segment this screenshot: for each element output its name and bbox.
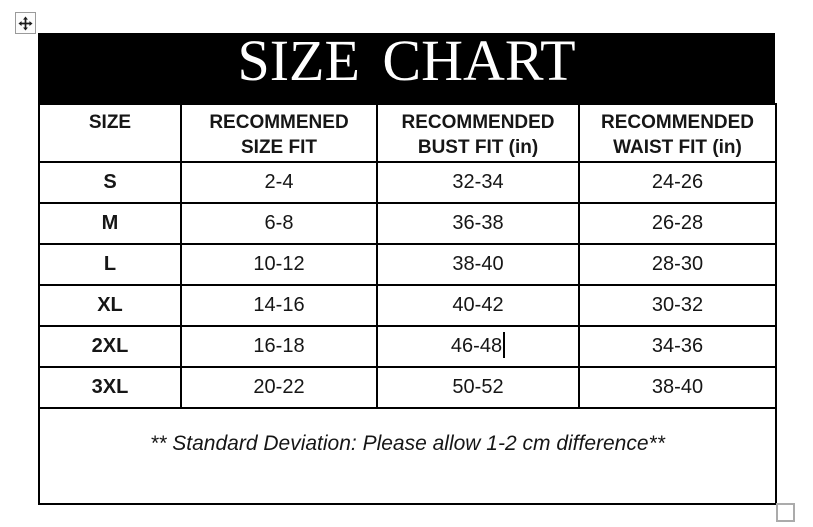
fit-cell[interactable]: 14-16 [180, 284, 378, 327]
bust-cell-text: 46-48 [450, 334, 503, 357]
waist-cell[interactable]: 24-26 [578, 161, 777, 204]
table-row: 3XL 20-22 50-52 38-40 [38, 366, 777, 409]
bust-cell[interactable]: 36-38 [376, 202, 580, 245]
table-row: M 6-8 36-38 26-28 [38, 202, 777, 245]
table-move-handle[interactable] [15, 12, 36, 34]
header-cell-size[interactable]: SIZE [38, 103, 182, 163]
bust-cell[interactable]: 50-52 [376, 366, 580, 409]
size-chart-table: SIZE CHART SIZE RECOMMENED SIZE FIT RECO… [38, 28, 777, 505]
size-cell[interactable]: L [38, 243, 182, 286]
move-icon [18, 15, 33, 31]
note-cell[interactable]: ** Standard Deviation: Please allow 1-2 … [38, 407, 777, 505]
waist-cell[interactable]: 34-36 [578, 325, 777, 368]
fit-cell[interactable]: 16-18 [180, 325, 378, 368]
size-chart-grid: SIZE RECOMMENED SIZE FIT RECOMMENDED BUS… [38, 103, 777, 505]
fit-cell[interactable]: 2-4 [180, 161, 378, 204]
fit-cell[interactable]: 10-12 [180, 243, 378, 286]
waist-cell[interactable]: 26-28 [578, 202, 777, 245]
note-row: ** Standard Deviation: Please allow 1-2 … [38, 407, 777, 505]
size-cell[interactable]: 3XL [38, 366, 182, 409]
waist-cell[interactable]: 28-30 [578, 243, 777, 286]
bust-cell[interactable]: 40-42 [376, 284, 580, 327]
size-cell[interactable]: M [38, 202, 182, 245]
header-cell-bust[interactable]: RECOMMENDED BUST FIT (in) [376, 103, 580, 163]
header-row: SIZE RECOMMENED SIZE FIT RECOMMENDED BUS… [38, 103, 777, 163]
table-row: 2XL 16-18 46-48 34-36 [38, 325, 777, 368]
table-row: L 10-12 38-40 28-30 [38, 243, 777, 286]
header-cell-waist[interactable]: RECOMMENDED WAIST FIT (in) [578, 103, 777, 163]
fit-cell[interactable]: 20-22 [180, 366, 378, 409]
size-cell[interactable]: XL [38, 284, 182, 327]
table-resize-handle[interactable] [776, 503, 795, 522]
bust-cell-active[interactable]: 46-48 [376, 325, 580, 368]
waist-cell[interactable]: 30-32 [578, 284, 777, 327]
size-cell[interactable]: S [38, 161, 182, 204]
header-cell-fit[interactable]: RECOMMENED SIZE FIT [180, 103, 378, 163]
table-row: XL 14-16 40-42 30-32 [38, 284, 777, 327]
text-caret [503, 332, 506, 359]
bust-cell[interactable]: 32-34 [376, 161, 580, 204]
table-title[interactable]: SIZE CHART [38, 28, 775, 103]
bust-cell[interactable]: 38-40 [376, 243, 580, 286]
fit-cell[interactable]: 6-8 [180, 202, 378, 245]
waist-cell[interactable]: 38-40 [578, 366, 777, 409]
table-row: S 2-4 32-34 24-26 [38, 161, 777, 204]
size-cell[interactable]: 2XL [38, 325, 182, 368]
